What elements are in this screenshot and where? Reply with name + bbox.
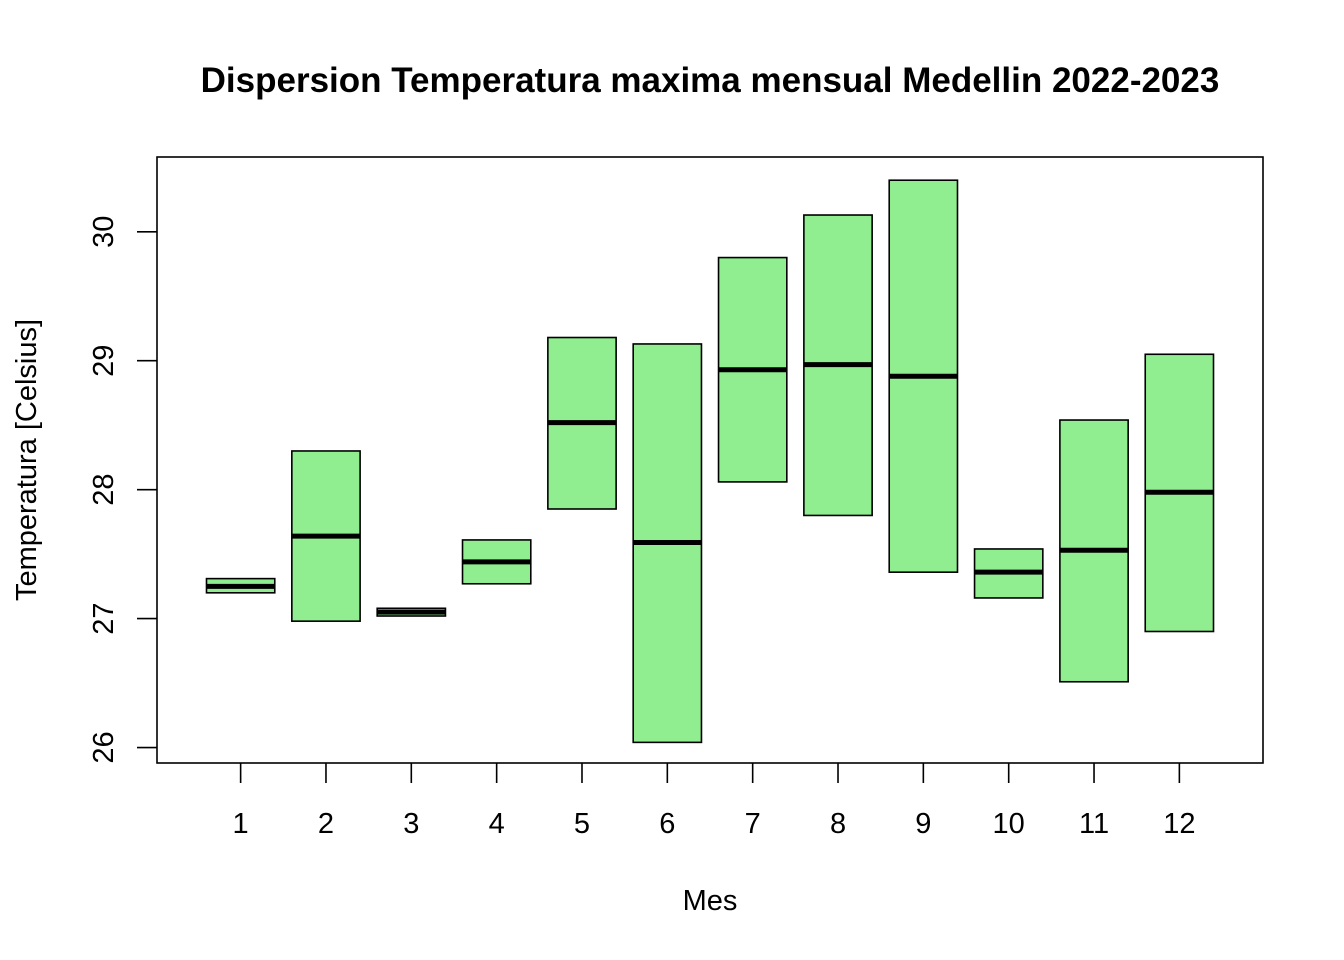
x-tick-label-9: 9 xyxy=(915,808,931,840)
y-tick-label-27: 27 xyxy=(88,602,120,634)
x-tick-label-10: 10 xyxy=(993,808,1025,840)
y-axis-label: Temperatura [Celsius] xyxy=(11,319,43,601)
x-tick-label-2: 2 xyxy=(318,808,334,840)
x-tick-label-6: 6 xyxy=(659,808,675,840)
y-tick-label-29: 29 xyxy=(88,345,120,377)
chart-title: Dispersion Temperatura maxima mensual Me… xyxy=(201,61,1220,100)
y-tick-label-26: 26 xyxy=(88,731,120,763)
x-tick-label-7: 7 xyxy=(745,808,761,840)
plot-frame xyxy=(156,156,1264,764)
x-tick-label-4: 4 xyxy=(489,808,505,840)
x-tick-label-3: 3 xyxy=(403,808,419,840)
x-axis-label: Mes xyxy=(683,885,738,917)
y-tick-label-30: 30 xyxy=(88,216,120,248)
x-tick-label-11: 11 xyxy=(1079,808,1109,840)
x-tick-label-12: 12 xyxy=(1163,808,1195,840)
x-tick-label-1: 1 xyxy=(233,808,249,840)
x-tick-label-8: 8 xyxy=(830,808,846,840)
x-tick-label-5: 5 xyxy=(574,808,590,840)
y-tick-label-28: 28 xyxy=(88,474,120,506)
